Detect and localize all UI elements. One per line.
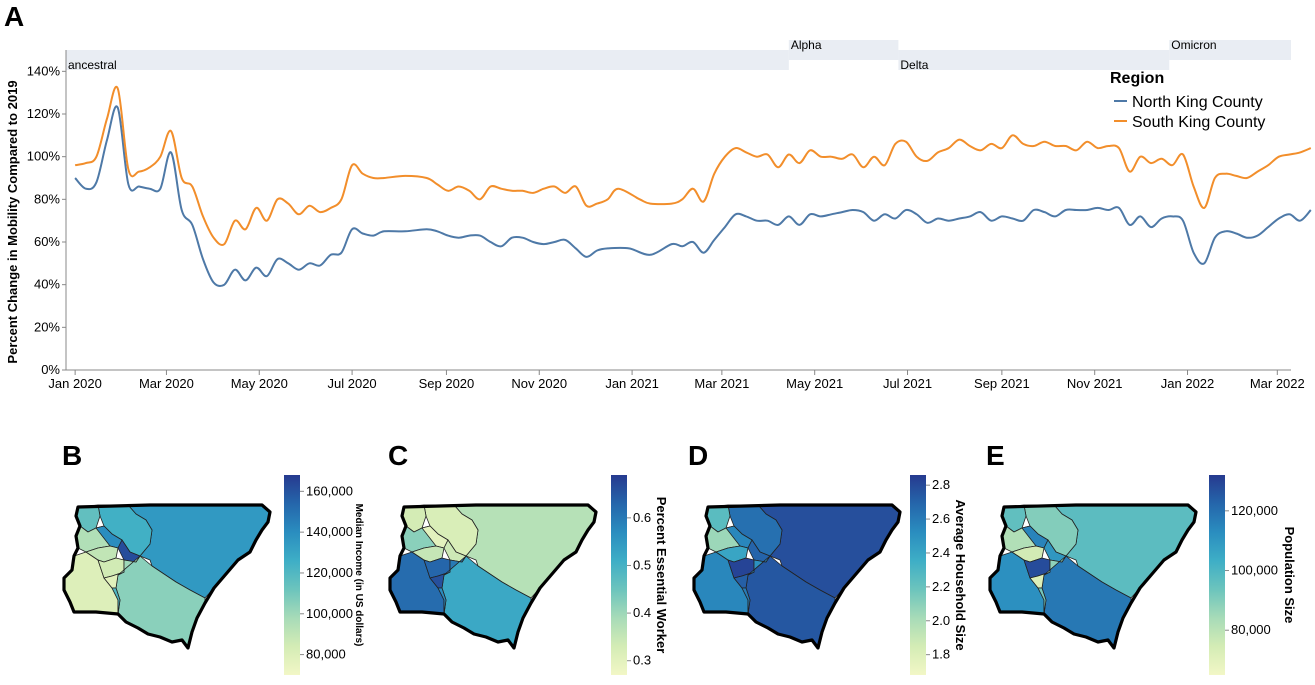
- series-line-north-king-county: [74, 105, 1312, 288]
- colorbar-tick-label: 2.6: [932, 511, 950, 526]
- colorbar-title: Average Household Size: [953, 499, 968, 650]
- y-tick-label: 140%: [27, 63, 61, 78]
- x-tick-label: Nov 2021: [1067, 376, 1123, 391]
- panel-label-a: A: [4, 1, 24, 32]
- colorbar-gradient: [910, 475, 926, 675]
- map-region-c3: [437, 587, 447, 615]
- x-axis: Jan 2020 Mar 2020 May 2020 Jul 2020 Sep 2020…: [48, 369, 1305, 391]
- y-axis: 0% 20% 40% 60% 80% 100% 120% 140%: [27, 50, 67, 377]
- y-tick-label: 20%: [34, 319, 60, 334]
- county-map: [62, 503, 272, 650]
- county-map: [988, 503, 1198, 650]
- x-tick-label: Jan 2020: [48, 376, 102, 391]
- y-tick-label: 80%: [34, 191, 60, 206]
- map-outline: [692, 503, 902, 650]
- y-tick-label: 100%: [27, 149, 61, 164]
- map-region-c4: [747, 555, 771, 576]
- x-tick-label: Sep 2021: [974, 376, 1030, 391]
- variant-bands: ancestral Alpha Delta Omicron: [66, 38, 1291, 72]
- x-tick-label: Nov 2020: [511, 376, 567, 391]
- map-outline: [988, 503, 1198, 650]
- map-region-c3: [111, 587, 121, 615]
- map-region-c4: [443, 555, 467, 576]
- colorbar-tick-label: 140,000: [306, 524, 353, 539]
- x-tick-label: Mar 2020: [139, 376, 194, 391]
- colorbar-tick-label: 80,000: [1231, 622, 1271, 637]
- colorbar-tick-label: 80,000: [306, 647, 346, 662]
- panel-b-map: B 160,000 140,000 120,000 100,000 80,000 Media…: [62, 440, 364, 675]
- colorbar-title: Median Income (in US dollars): [353, 504, 364, 647]
- colorbar-gradient: [1209, 475, 1225, 675]
- colorbar-tick-label: 0.3: [633, 653, 651, 668]
- panel-e-map: E 120,000 100,000 80,000 Population Size: [986, 440, 1297, 675]
- x-tick-label: Mar 2022: [1250, 376, 1305, 391]
- colorbar-tick-label: 2.8: [932, 477, 950, 492]
- y-axis-title: Percent Change in Mobility Compared to 2…: [5, 80, 20, 363]
- colorbar-tick-label: 120,000: [1231, 503, 1278, 518]
- panel-label-c: C: [388, 440, 408, 471]
- x-tick-label: Jul 2021: [883, 376, 932, 391]
- colorbar-tick-label: 2.2: [932, 579, 950, 594]
- map-region-c3: [1037, 587, 1047, 615]
- colorbar-tick-label: 100,000: [1231, 563, 1278, 578]
- variant-label-ancestral: ancestral: [68, 58, 117, 72]
- colorbar-tick-label: 0.4: [633, 605, 651, 620]
- x-tick-label: Jan 2021: [605, 376, 659, 391]
- colorbar-tick-label: 2.4: [932, 545, 950, 560]
- colorbar-tick-label: 160,000: [306, 483, 353, 498]
- colorbar-tick-label: 1.8: [932, 647, 950, 662]
- legend-label-south: South King County: [1132, 114, 1265, 131]
- colorbar: 160,000 140,000 120,000 100,000 80,000 Median…: [284, 475, 364, 675]
- legend-label-north: North King County: [1132, 94, 1263, 111]
- x-tick-label: Jul 2020: [328, 376, 377, 391]
- y-tick-label: 40%: [34, 277, 60, 292]
- colorbar-tick-label: 120,000: [306, 565, 353, 580]
- x-tick-label: May 2020: [231, 376, 288, 391]
- map-region-c4: [117, 555, 141, 576]
- colorbar-tick-label: 100,000: [306, 606, 353, 621]
- map-region-c4: [1043, 555, 1067, 576]
- county-map: [692, 503, 902, 650]
- colorbar-tick-label: 0.6: [633, 510, 651, 525]
- colorbar-gradient: [611, 475, 627, 675]
- map-outline: [388, 503, 598, 650]
- colorbar-title: Population Size: [1282, 527, 1297, 624]
- panel-label-e: E: [986, 440, 1005, 471]
- y-tick-label: 0%: [41, 362, 60, 377]
- variant-label-delta: Delta: [900, 58, 928, 72]
- variant-band-ancestral: [66, 50, 789, 70]
- legend: Region North King County South King Coun…: [1110, 70, 1265, 131]
- series-lines: [74, 85, 1312, 288]
- x-tick-label: Sep 2020: [419, 376, 475, 391]
- panel-a-line-chart: A ancestral Alpha Delta Omicron 0% 20% 40% 60%…: [4, 1, 1312, 391]
- variant-band-alpha: [788, 40, 899, 60]
- series-line-south-king-county: [74, 85, 1312, 246]
- map-region-c3: [741, 587, 751, 615]
- legend-title: Region: [1110, 70, 1164, 87]
- county-map: [388, 503, 598, 650]
- colorbar-tick-label: 0.5: [633, 557, 651, 572]
- colorbar-tick-label: 2.0: [932, 613, 950, 628]
- x-tick-label: May 2021: [786, 376, 843, 391]
- colorbar-title: Percent Essential Worker: [654, 497, 669, 654]
- variant-band-omicron: [1169, 40, 1291, 60]
- panel-label-d: D: [688, 440, 708, 471]
- colorbar-gradient: [284, 475, 300, 675]
- x-tick-label: Jan 2022: [1161, 376, 1215, 391]
- x-tick-label: Mar 2021: [694, 376, 749, 391]
- variant-label-alpha: Alpha: [791, 38, 822, 52]
- colorbar: 120,000 100,000 80,000 Population Size: [1209, 475, 1297, 675]
- y-tick-label: 120%: [27, 106, 61, 121]
- variant-band-delta: [898, 50, 1170, 70]
- y-tick-label: 60%: [34, 234, 60, 249]
- map-outline: [62, 503, 272, 650]
- panel-label-b: B: [62, 440, 82, 471]
- variant-label-omicron: Omicron: [1171, 38, 1216, 52]
